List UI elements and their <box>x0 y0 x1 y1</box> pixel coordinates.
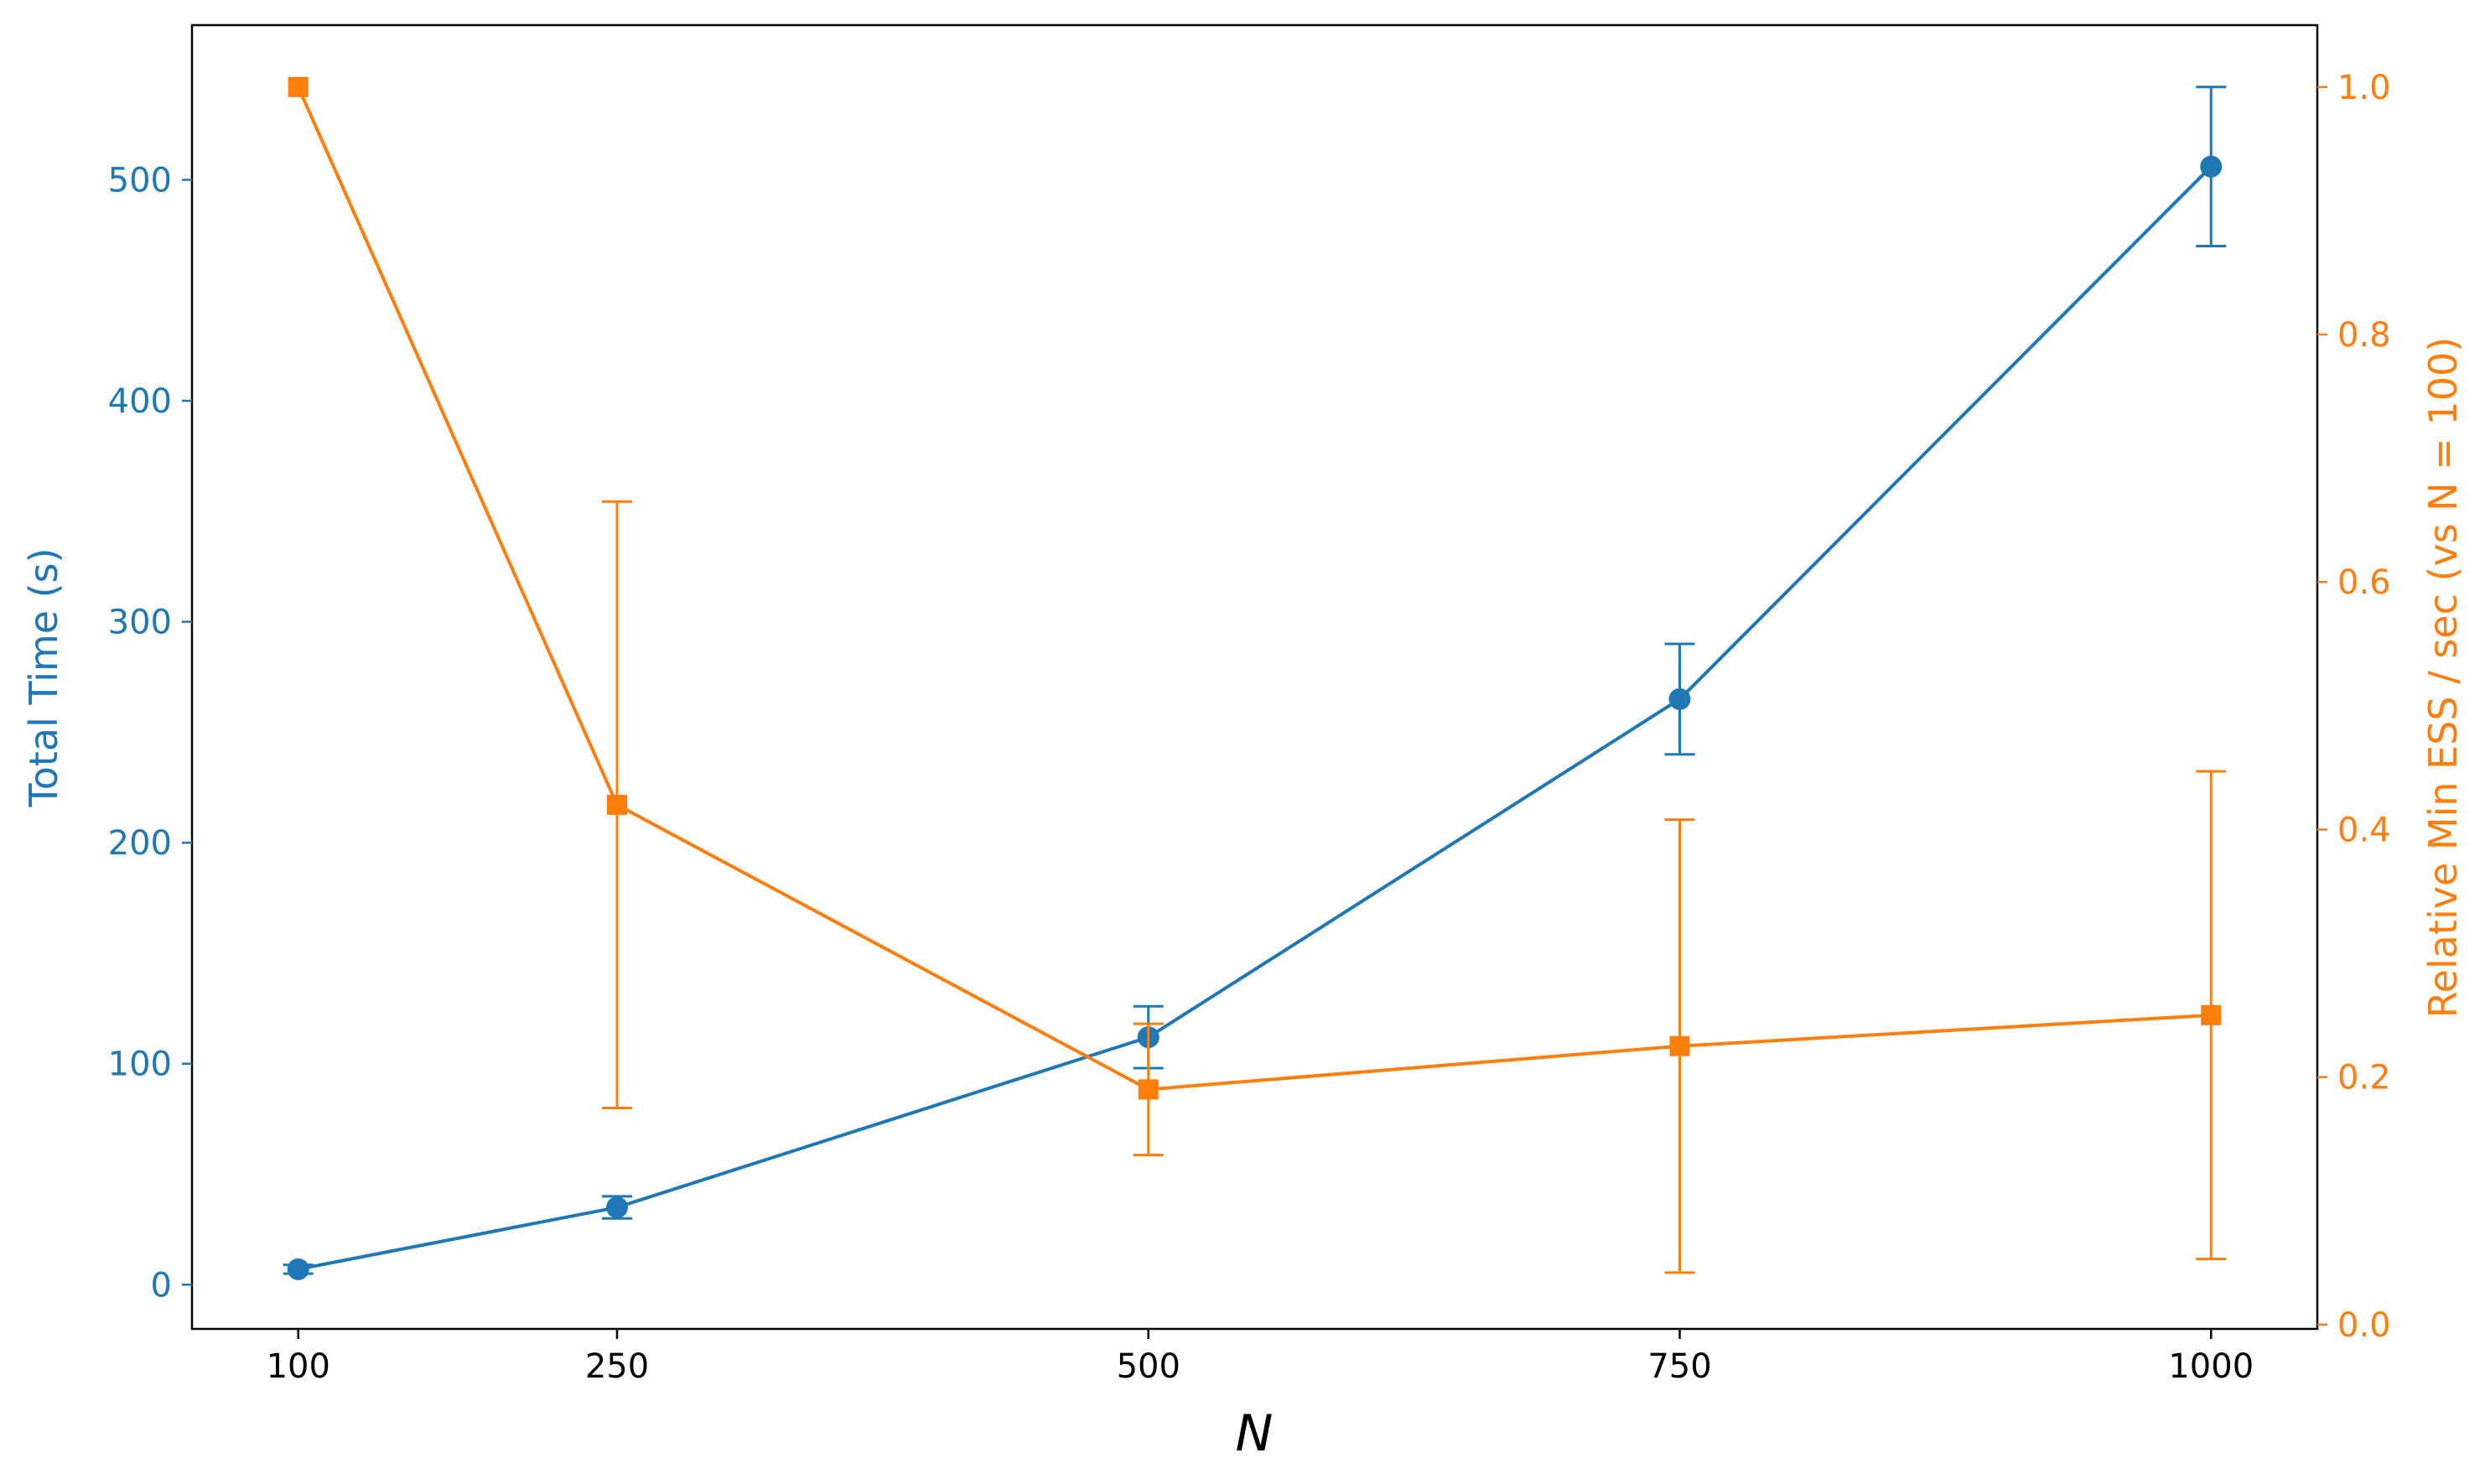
left-y-tick-label: 300 <box>108 604 172 642</box>
data-point <box>1138 1079 1159 1100</box>
right-y-axis-ticks: 0.0 0.2 0.4 0.6 0.8 1.0 <box>2317 69 2391 1345</box>
x-axis-ticks: 100 250 500 750 1000 <box>267 1329 2254 1386</box>
left-y-tick-label: 200 <box>108 824 172 863</box>
right-y-axis-label: Relative Min ESS / sec (vs N = 100) <box>2420 337 2466 1018</box>
data-point <box>1669 1035 1690 1056</box>
series-2 <box>288 76 2227 1274</box>
right-y-tick-label: 1.0 <box>2337 69 2391 107</box>
x-tick-label: 1000 <box>2168 1347 2254 1386</box>
series-layer <box>283 76 2227 1280</box>
left-y-tick-label: 500 <box>108 161 172 200</box>
x-tick-label: 100 <box>267 1347 330 1386</box>
data-point <box>606 1196 628 1219</box>
data-point <box>288 76 309 97</box>
right-y-tick-label: 0.2 <box>2337 1059 2391 1097</box>
data-point <box>287 1258 309 1280</box>
series-line <box>298 165 2213 1271</box>
right-y-tick-label: 0.4 <box>2337 811 2391 849</box>
x-axis-label: N <box>1236 1404 1274 1463</box>
right-y-tick-label: 0.8 <box>2337 316 2391 355</box>
right-y-tick-label: 0.0 <box>2337 1306 2391 1345</box>
left-y-tick-label: 0 <box>151 1266 172 1305</box>
series-1 <box>283 86 2227 1280</box>
x-tick-label: 500 <box>1117 1347 1180 1386</box>
left-y-tick-label: 100 <box>108 1046 172 1084</box>
data-point <box>1668 688 1691 710</box>
data-point <box>607 794 627 815</box>
series-line <box>296 86 2212 1092</box>
left-y-tick-label: 400 <box>108 382 172 421</box>
x-tick-label: 750 <box>1647 1347 1711 1386</box>
left-y-axis-label: Total Time (s) <box>21 547 66 807</box>
data-point <box>2201 1004 2222 1025</box>
plot-frame <box>190 23 2319 1331</box>
x-tick-label: 250 <box>585 1347 649 1386</box>
left-y-axis-ticks: 0 100 200 300 400 500 <box>108 161 192 1305</box>
data-point <box>2200 155 2223 178</box>
right-y-tick-label: 0.6 <box>2337 563 2391 602</box>
